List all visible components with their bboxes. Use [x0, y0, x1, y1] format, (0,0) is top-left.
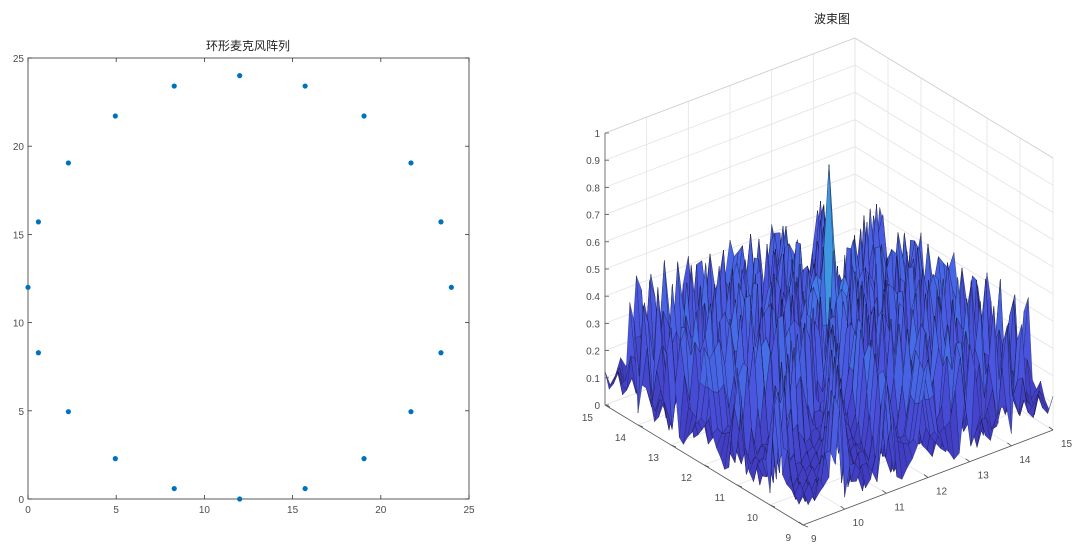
y-tick-label: 5: [18, 407, 24, 418]
x-tick-label: 13: [978, 471, 990, 482]
z-tick-label: 0.8: [586, 183, 600, 194]
microphone-point: [361, 113, 367, 119]
microphone-point: [35, 350, 42, 356]
y-tick-label: 15: [13, 230, 25, 241]
microphone-point: [408, 160, 414, 166]
y-tick-mark: [769, 504, 776, 508]
grid-line-wall: [854, 146, 1054, 268]
grid-line-wall: [854, 92, 1054, 213]
microphone-point: [438, 350, 444, 356]
y-tick-label: 20: [13, 142, 25, 153]
grid-line-wall: [604, 92, 856, 188]
microphone-point: [112, 113, 118, 119]
grid-line-wall: [854, 173, 1054, 295]
z-tick-label: 0.3: [586, 319, 600, 330]
z-tick-label: 0.9: [586, 156, 600, 167]
microphone-point: [25, 284, 31, 290]
y-tick-label: 12: [681, 473, 693, 484]
y-tick-mark: [637, 424, 644, 428]
x-tick-label: 5: [113, 505, 119, 516]
x-tick-label: 20: [375, 505, 387, 516]
x-tick-mark: [1048, 426, 1054, 431]
microphone-point: [302, 83, 308, 89]
scatter-title: 环形麦克风阵列: [206, 39, 290, 53]
x-tick-mark: [882, 490, 887, 494]
x-tick-label: 15: [287, 505, 299, 516]
y-tick-label: 25: [13, 54, 25, 65]
x-tick-label: 0: [25, 505, 31, 516]
x-tick-label: 15: [1061, 439, 1073, 450]
microphone-point: [171, 83, 177, 89]
microphone-point: [65, 160, 71, 166]
microphone-point: [35, 219, 42, 225]
x-tick-mark: [965, 458, 970, 462]
y-tick-label: 10: [747, 513, 759, 524]
scatter-axes-box: [27, 57, 470, 500]
x-tick-label: 10: [199, 505, 211, 516]
scatter-chart: 环形麦克风阵列 0 5 10 15 20 25 0 5 10 15 20 25: [13, 39, 475, 516]
z-tick-label: 0.1: [586, 374, 600, 385]
surface-face: [1043, 396, 1054, 415]
x-tick-mark: [923, 474, 929, 478]
z-tick-label: 0.6: [586, 238, 600, 249]
grid-line-wall: [604, 146, 856, 243]
y-tick-mark: [703, 464, 710, 468]
y-tick-label: 9: [785, 533, 791, 544]
z-tick-label: 0.7: [586, 211, 600, 222]
x-tick-label: 9: [811, 534, 817, 545]
z-tick-label: 0.2: [586, 347, 600, 358]
y-tick-mark: [604, 404, 611, 408]
x-tick-mark: [1007, 442, 1012, 447]
box-edge: [604, 37, 856, 134]
y-tick-label: 0: [18, 495, 24, 506]
surface-title: 波束图: [814, 12, 850, 26]
y-tick-label: 13: [648, 453, 660, 464]
surface-face: [798, 490, 809, 505]
x-tick-mark: [840, 505, 845, 510]
grid-line-wall: [854, 119, 1054, 240]
grid-line-wall: [854, 64, 1054, 186]
y-tick-mark: [802, 524, 809, 528]
z-tick-label: 0: [594, 401, 600, 412]
z-tick-label: 0.5: [586, 265, 600, 276]
y-tick-mark: [736, 484, 743, 488]
grid-line-wall: [604, 119, 856, 215]
x-tick-label: 12: [936, 487, 948, 498]
x-tick-label: 11: [894, 502, 905, 513]
microphone-point: [302, 485, 308, 492]
microphone-point: [237, 496, 243, 502]
z-tick-label: 0.4: [586, 292, 600, 303]
y-tick-label: 10: [13, 319, 25, 330]
x-tick-label: 10: [853, 518, 865, 529]
grid-line-wall: [604, 173, 856, 270]
y-tick-label: 14: [615, 433, 627, 444]
microphone-point: [112, 456, 118, 462]
z-tick-label: 1: [594, 129, 600, 140]
x-tick-label: 14: [1019, 455, 1031, 466]
microphone-point: [65, 409, 71, 415]
y-tick-mark: [670, 444, 677, 448]
microphone-point: [237, 73, 243, 79]
box-edge: [854, 37, 1054, 159]
microphone-point: [448, 284, 454, 290]
surface-face: [610, 367, 620, 385]
x-tick-mark: [798, 521, 804, 526]
microphone-point: [438, 219, 444, 225]
y-tick-label: 11: [715, 493, 726, 504]
grid-line-wall: [604, 64, 856, 161]
microphone-point: [361, 456, 367, 462]
microphone-point: [171, 485, 177, 492]
x-tick-label: 25: [463, 505, 475, 516]
y-tick-label: 15: [582, 413, 594, 424]
microphone-point: [408, 409, 414, 415]
